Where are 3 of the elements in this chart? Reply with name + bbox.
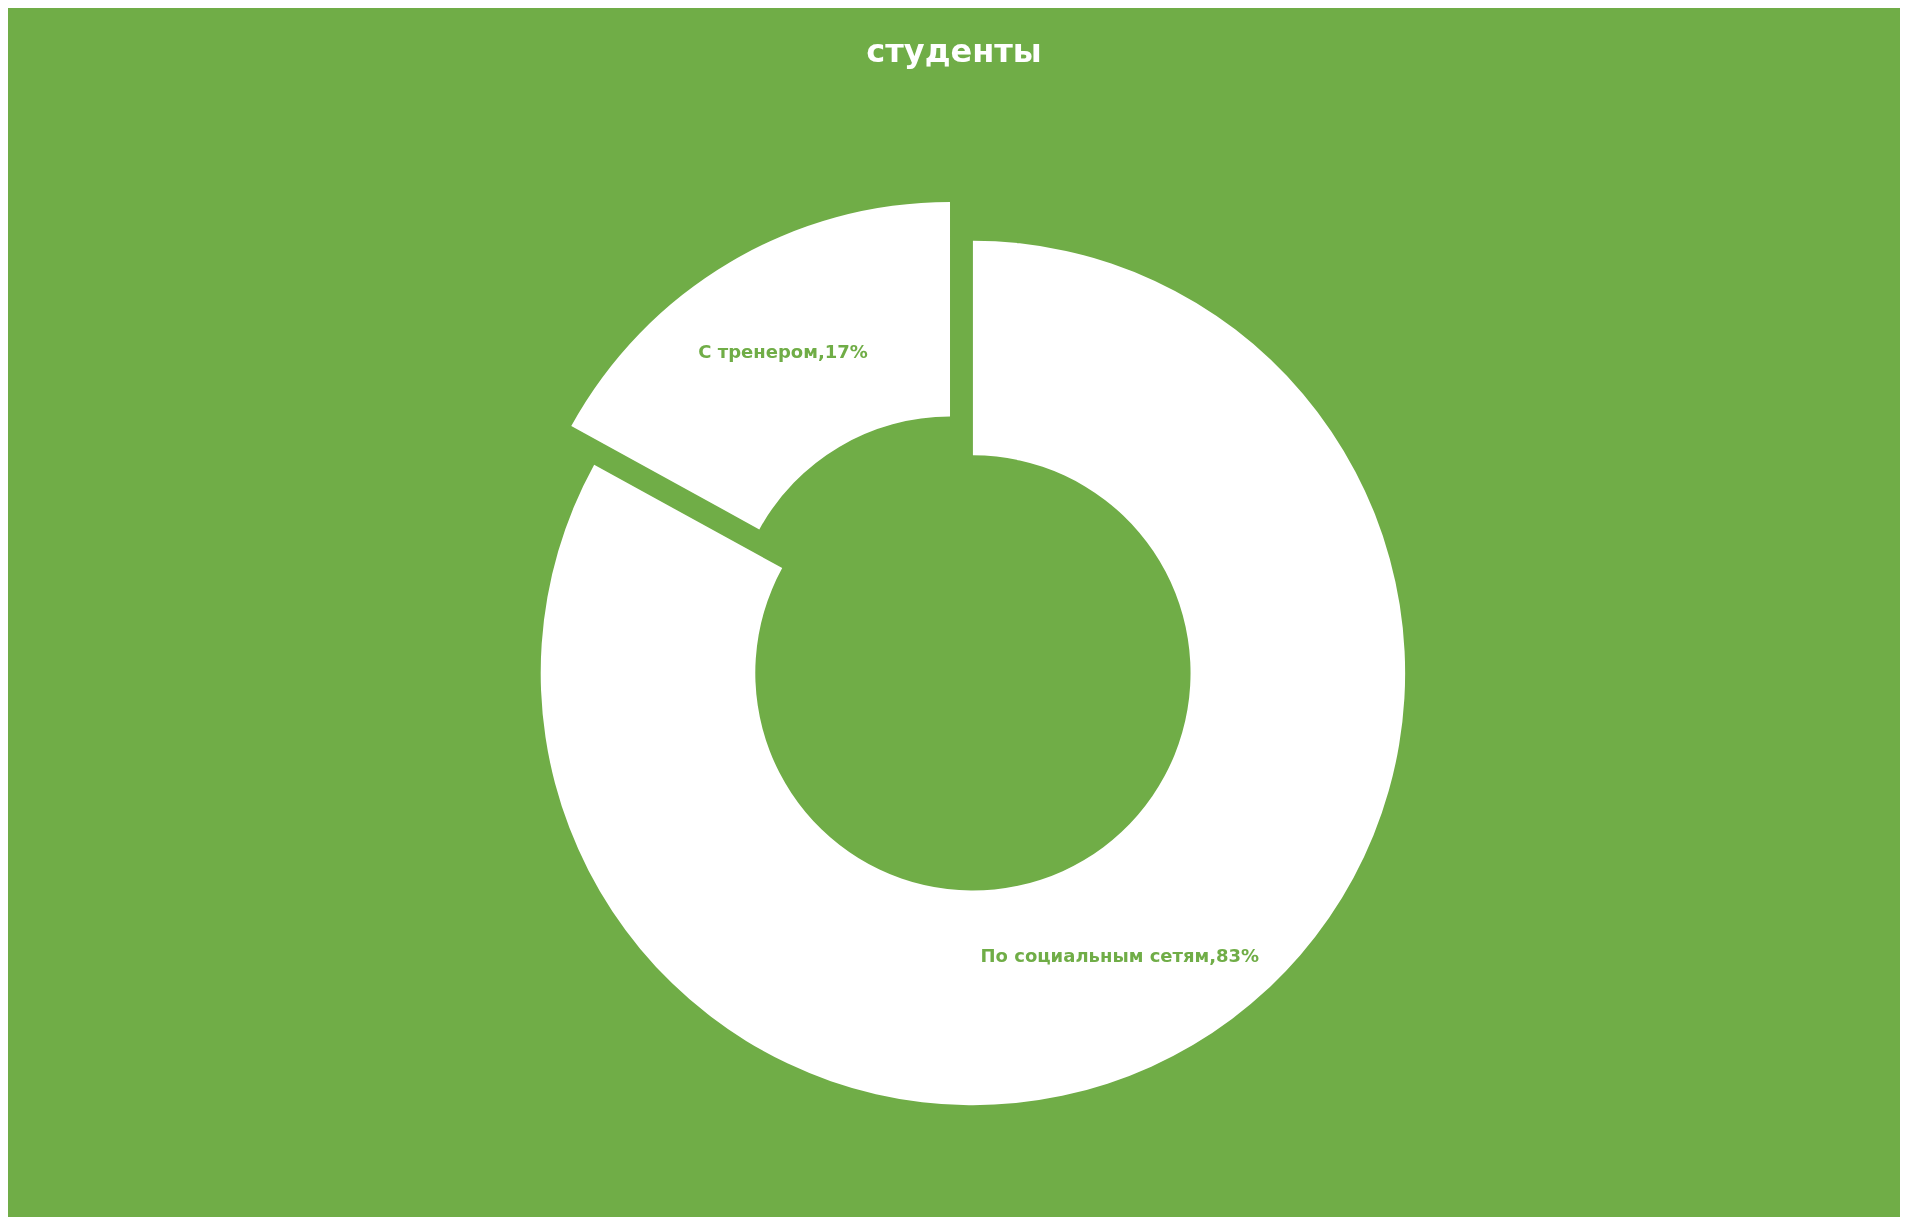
slice-label: С тренером,17% xyxy=(698,341,868,363)
slice-label: По социальным сетям,83% xyxy=(980,944,1260,966)
chart-title: студенты xyxy=(866,32,1042,70)
